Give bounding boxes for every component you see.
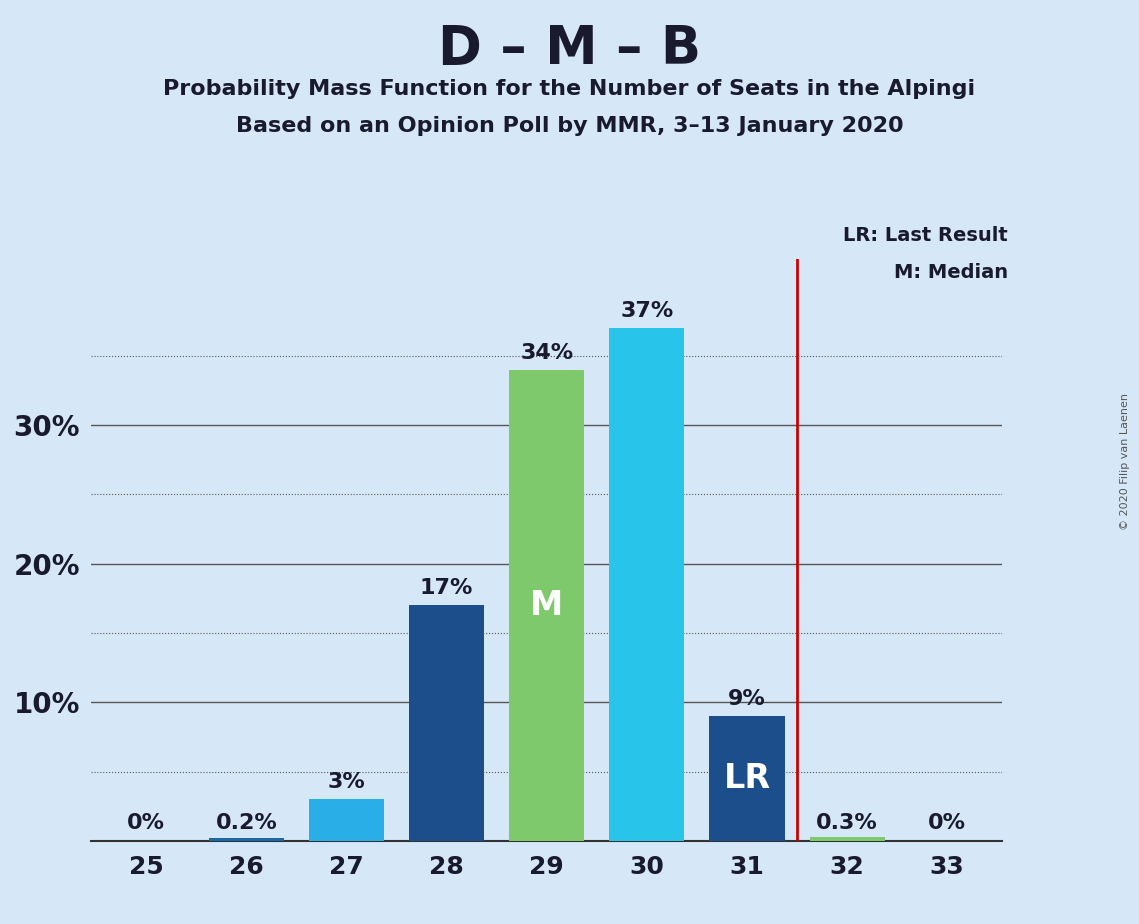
Text: 0%: 0% [128, 812, 165, 833]
Text: 0.3%: 0.3% [817, 812, 878, 833]
Text: LR: LR [723, 762, 771, 795]
Text: 9%: 9% [728, 689, 765, 710]
Bar [810, 837, 885, 841]
Bar [710, 716, 785, 841]
Text: 3%: 3% [328, 772, 366, 793]
Bar [309, 799, 384, 841]
Text: Probability Mass Function for the Number of Seats in the Alpingi: Probability Mass Function for the Number… [163, 79, 976, 99]
Bar [609, 328, 685, 841]
Text: M: Median: M: Median [894, 263, 1008, 283]
Text: © 2020 Filip van Laenen: © 2020 Filip van Laenen [1120, 394, 1130, 530]
Text: Based on an Opinion Poll by MMR, 3–13 January 2020: Based on an Opinion Poll by MMR, 3–13 Ja… [236, 116, 903, 136]
Text: 37%: 37% [621, 301, 673, 322]
Text: 17%: 17% [420, 578, 474, 599]
Text: 0%: 0% [928, 812, 966, 833]
Bar [409, 605, 484, 841]
Text: LR: Last Result: LR: Last Result [843, 226, 1008, 246]
Bar [509, 370, 584, 841]
Text: M: M [530, 589, 564, 622]
Bar [208, 838, 284, 841]
Text: D – M – B: D – M – B [437, 23, 702, 75]
Text: 0.2%: 0.2% [215, 812, 277, 833]
Text: 34%: 34% [521, 343, 573, 363]
